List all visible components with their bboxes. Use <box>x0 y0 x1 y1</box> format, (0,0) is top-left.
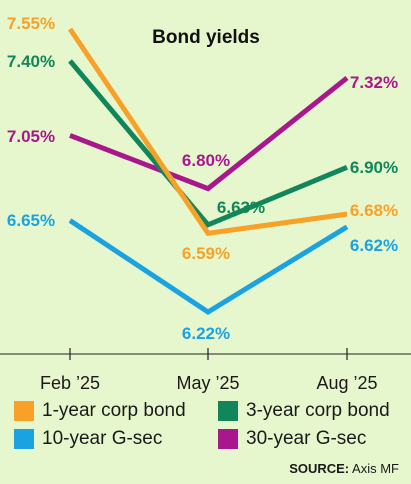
chart-plot: Bond yields Feb ’25 May ’25 Aug ’25 7.55% 6.5… <box>0 14 411 393</box>
x-tick-label-0: Feb ’25 <box>40 373 100 393</box>
source-label: SOURCE: <box>289 461 350 476</box>
legend-swatch-3yr-corp <box>218 401 238 421</box>
x-tick-label-2: Aug ’25 <box>316 373 377 393</box>
legend-item-3yr-corp: 3-year corp bond <box>218 400 408 422</box>
series-line-30yr-gsec <box>69 75 349 192</box>
chart-title: Bond yields <box>152 27 260 48</box>
legend-item-1yr-corp: 1-year corp bond <box>14 400 218 422</box>
data-label-1yr-corp-2: 6.68% <box>350 201 398 220</box>
source-value: Axis MF <box>352 461 399 476</box>
series-line-1yr-corp <box>67 27 348 236</box>
legend-item-10yr-gsec: 10-year G-sec <box>14 428 218 450</box>
data-label-30yr-gsec-2: 7.32% <box>350 73 398 92</box>
legend-label-30yr-gsec: 30-year G-sec <box>246 428 367 449</box>
data-label-30yr-gsec-1: 6.80% <box>182 151 230 170</box>
data-label-10yr-gsec-2: 6.62% <box>350 236 398 255</box>
legend-swatch-30yr-gsec <box>218 429 238 449</box>
data-label-1yr-corp-0: 7.55% <box>7 14 55 33</box>
data-label-30yr-gsec-0: 7.05% <box>7 127 55 146</box>
series-line-3yr-corp <box>68 59 348 228</box>
legend-item-30yr-gsec: 30-year G-sec <box>218 428 408 450</box>
legend-label-10yr-gsec: 10-year G-sec <box>42 428 163 449</box>
data-label-1yr-corp-1: 6.59% <box>182 244 230 263</box>
data-label-10yr-gsec-0: 6.65% <box>7 211 55 230</box>
data-label-3yr-corp-0: 7.40% <box>7 52 55 71</box>
legend: 1-year corp bond 3-year corp bond 10-yea… <box>14 400 404 450</box>
legend-label-3yr-corp: 3-year corp bond <box>246 400 390 421</box>
source-note: SOURCE: Axis MF <box>289 461 399 476</box>
data-label-10yr-gsec-1: 6.22% <box>182 324 230 343</box>
x-tick-label-1: May ’25 <box>176 373 239 393</box>
legend-swatch-10yr-gsec <box>14 429 34 449</box>
legend-label-1yr-corp: 1-year corp bond <box>42 400 186 421</box>
data-label-3yr-corp-1: 6.63% <box>217 198 265 217</box>
data-label-3yr-corp-2: 6.90% <box>350 158 398 177</box>
series-line-10yr-gsec <box>68 218 349 315</box>
legend-swatch-1yr-corp <box>14 401 34 421</box>
